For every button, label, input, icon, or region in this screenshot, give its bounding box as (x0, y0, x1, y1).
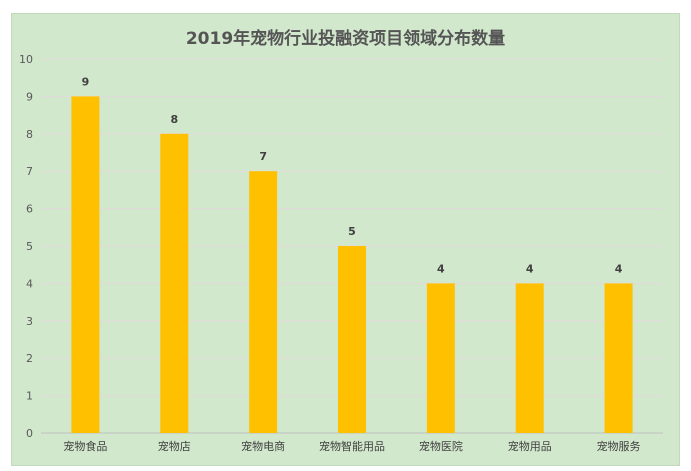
y-tick-label: 9 (26, 90, 33, 103)
bar (160, 133, 189, 434)
y-tick-label: 3 (26, 315, 33, 328)
category-label: 宠物智能用品 (319, 439, 385, 453)
chart-title: 2019年宠物行业投融资项目领域分布数量 (185, 29, 506, 49)
data-label: 8 (170, 113, 178, 126)
y-tick-label: 8 (26, 128, 33, 141)
y-tick-label: 1 (26, 390, 33, 403)
data-label: 5 (348, 225, 356, 238)
y-tick-label: 7 (26, 165, 33, 178)
bar (71, 96, 100, 434)
y-tick-label: 6 (26, 203, 33, 216)
category-label: 宠物电商 (241, 439, 285, 453)
bar (426, 283, 455, 433)
data-label: 4 (615, 262, 623, 275)
data-label: 7 (259, 150, 267, 163)
bar (604, 283, 633, 433)
bar (338, 246, 366, 433)
y-tick-label: 0 (26, 427, 33, 440)
y-tick-label: 5 (26, 240, 33, 253)
category-label: 宠物用品 (508, 439, 552, 453)
category-label: 宠物食品 (63, 439, 107, 453)
data-label: 9 (82, 75, 90, 88)
category-label: 宠物店 (158, 439, 191, 453)
data-label: 4 (437, 262, 445, 275)
y-tick-label: 2 (26, 352, 33, 365)
bar (249, 171, 278, 433)
y-tick-label: 4 (26, 277, 33, 290)
data-label: 4 (526, 262, 534, 275)
category-label: 宠物服务 (597, 439, 641, 453)
bar (515, 283, 544, 433)
y-tick-label: 10 (19, 53, 33, 66)
category-label: 宠物医院 (419, 439, 463, 453)
